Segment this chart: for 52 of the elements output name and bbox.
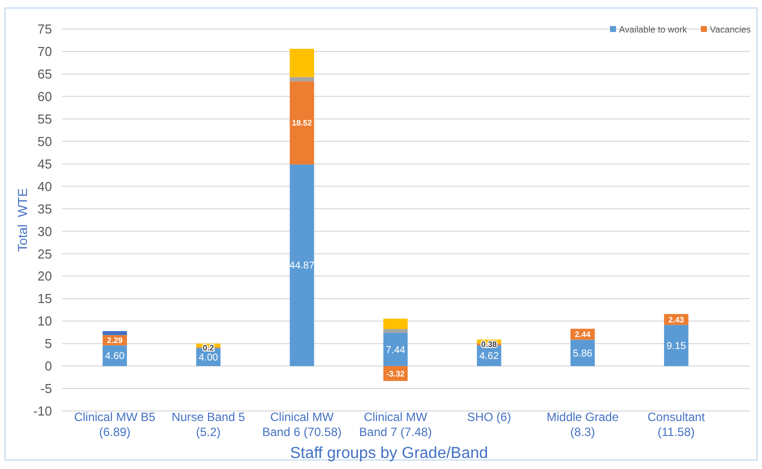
x-tick-label: Clinical MW Band 6 (70.58) [262, 410, 342, 439]
y-tick-label: 60 [38, 88, 52, 104]
x-tick-label: Consultant (11.58) [648, 410, 706, 439]
y-tick-label: 25 [38, 246, 52, 262]
data-label: 0.38 [481, 340, 498, 350]
bar [290, 81, 314, 164]
data-label: 4.60 [105, 351, 125, 362]
y-tick-label: 35 [38, 201, 52, 216]
bar [664, 324, 688, 366]
legend-label: Available to work [619, 24, 688, 35]
y-tick-label: 70 [38, 44, 52, 60]
data-label: 5.86 [572, 348, 593, 360]
x-tick-label: Middle Grade (8.3) [546, 410, 619, 439]
data-label: 18.52 [292, 118, 312, 128]
y-tick-label: 50 [38, 134, 52, 149]
y-tick-label: -5 [40, 381, 52, 396]
bar [570, 340, 595, 366]
legend-label: Vacancies [710, 24, 752, 35]
x-tick-label: SHO (6) [467, 410, 512, 424]
y-tick-label: 75 [38, 22, 52, 37]
bar [290, 164, 314, 366]
data-label: 9.15 [666, 341, 686, 352]
bar [102, 331, 127, 336]
x-tick-label: Nurse Band 5 (5.2) [172, 410, 246, 439]
data-label: 2.43 [668, 315, 685, 324]
data-label: 7.44 [386, 344, 406, 356]
y-tick-label: 45 [38, 156, 52, 172]
y-tick-label: 15 [38, 291, 52, 306]
data-label: -3.32 [386, 369, 406, 378]
y-tick-label: 10 [38, 314, 52, 329]
data-label: 2.44 [574, 330, 591, 340]
y-tick-label: 30 [38, 224, 52, 239]
y-tick-label: 20 [38, 268, 52, 284]
data-label: 2.29 [106, 336, 124, 346]
x-axis-title: Staff groups by Grade/Band [290, 445, 488, 462]
bar [383, 332, 408, 366]
bar [290, 48, 314, 78]
y-tick-label: 40 [38, 178, 52, 194]
y-tick-label: 55 [38, 111, 52, 126]
y-tick-label: -10 [33, 404, 52, 419]
y-tick-label: 5 [44, 336, 52, 352]
y-tick-label: 0 [44, 358, 52, 374]
x-tick-label: Clinical MW Band 7 (7.48) [359, 410, 432, 439]
data-label: 44.87 [289, 260, 315, 272]
y-tick-label: 65 [38, 66, 52, 82]
y-axis-title: Total WTE [15, 188, 30, 252]
data-label: 4.62 [479, 351, 500, 362]
data-label: 4.00 [198, 352, 219, 364]
bar [290, 77, 314, 82]
bar [383, 329, 408, 333]
x-tick-label: Clinical MW B5 (6.89) [74, 410, 156, 439]
bar [383, 318, 408, 330]
